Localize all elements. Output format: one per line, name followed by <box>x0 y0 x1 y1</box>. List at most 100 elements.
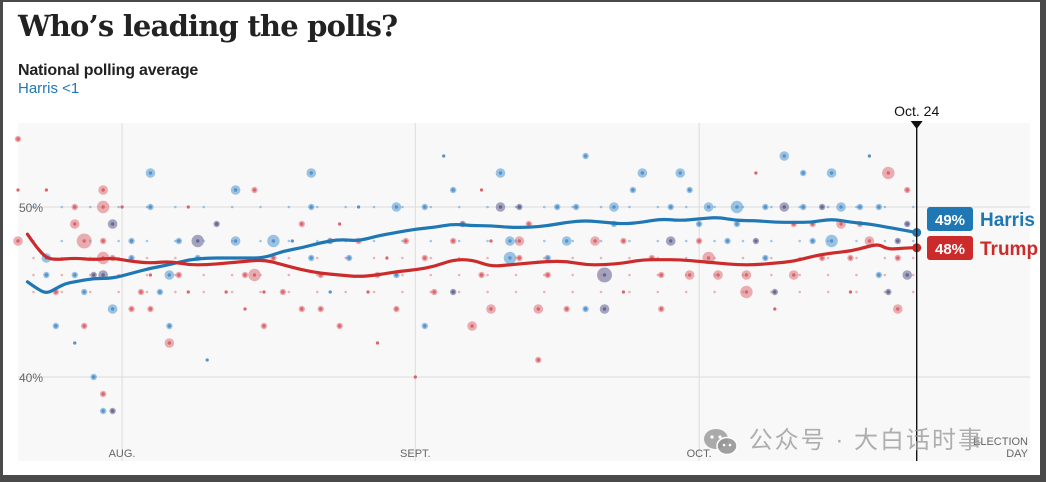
poll-dot-center <box>763 205 768 209</box>
poll-dot <box>599 256 603 260</box>
poll-dot <box>911 290 915 294</box>
poll-dot-center <box>536 307 540 311</box>
x-tick-label: ELECTION <box>973 436 1028 448</box>
poll-dot-center <box>659 273 663 277</box>
poll-dot-center <box>271 256 276 260</box>
poll-dot <box>741 273 745 277</box>
poll-dot-center <box>593 239 597 243</box>
poll-dot <box>230 205 234 209</box>
poll-dot-center <box>706 256 711 260</box>
poll-dot-center <box>309 171 313 175</box>
poll-dot <box>571 239 574 243</box>
poll-dot <box>911 205 915 209</box>
poll-dot <box>145 239 149 243</box>
poll-dot-center <box>44 273 49 277</box>
watermark: 公众号 · 大白话时事 <box>702 420 984 457</box>
poll-dot-center <box>905 188 909 192</box>
poll-dot-center <box>375 341 380 345</box>
poll-dot-center <box>423 256 427 260</box>
poll-dot-center <box>158 290 162 294</box>
current-date-marker: Oct. 24 <box>894 103 939 461</box>
poll-dot-center <box>687 273 692 277</box>
poll-dot-center <box>120 205 124 209</box>
poll-dot <box>202 273 206 277</box>
poll-dot <box>741 205 745 209</box>
poll-dot-center <box>669 205 673 209</box>
poll-dot-center <box>129 307 134 311</box>
poll-dot-center <box>886 171 891 175</box>
poll-dot <box>798 290 802 294</box>
poll-dot <box>855 256 858 260</box>
poll-dot <box>88 273 92 277</box>
poll-dot-center <box>896 256 900 260</box>
poll-dot-center <box>564 307 569 311</box>
poll-dot <box>514 256 518 260</box>
poll-dot-center <box>678 171 682 175</box>
poll-dot-center <box>214 222 219 226</box>
poll-dot <box>230 273 234 277</box>
poll-dot <box>713 290 716 294</box>
poll-dot <box>457 273 461 277</box>
poll-dot-center <box>848 290 853 294</box>
poll-dot-center <box>621 290 626 294</box>
poll-dot-center <box>300 222 304 226</box>
poll-dot <box>145 256 149 260</box>
poll-dot-center <box>110 222 115 226</box>
poll-dot-center <box>233 188 238 192</box>
poll-dot-center <box>290 239 294 243</box>
poll-dot <box>911 256 915 260</box>
poll-dot-center <box>801 171 805 175</box>
poll-dot-center <box>470 324 474 328</box>
poll-dot <box>713 256 716 260</box>
poll-dot <box>855 205 858 209</box>
poll-dot-center <box>366 290 370 294</box>
poll-dot <box>770 239 773 243</box>
poll-dot <box>883 239 887 243</box>
poll-dot-center <box>148 171 153 175</box>
poll-dot-center <box>243 307 247 311</box>
chart-subtitle: National polling average <box>18 62 199 79</box>
poll-dot-center <box>631 188 635 192</box>
poll-dot <box>543 273 546 277</box>
poll-dot-center <box>394 205 399 209</box>
poll-dot <box>259 273 262 277</box>
poll-dot <box>429 290 433 294</box>
poll-dot <box>741 256 745 260</box>
poll-dot-center <box>896 307 900 311</box>
poll-dot-center <box>300 307 304 311</box>
poll-dot <box>855 273 858 277</box>
poll-dot-center <box>91 273 96 277</box>
poll-dot-center <box>148 273 153 277</box>
poll-dot <box>32 256 35 260</box>
poll-dot-center <box>186 205 190 209</box>
poll-dot-center <box>167 341 172 345</box>
poll-dot-center <box>101 392 105 396</box>
poll-dot-center <box>281 290 285 294</box>
poll-dot <box>628 273 631 277</box>
poll-dot-center <box>839 222 843 226</box>
poll-dot <box>145 273 149 277</box>
poll-dot <box>543 290 546 294</box>
poll-dot-center <box>498 205 503 209</box>
poll-dot-center <box>442 154 446 158</box>
poll-dot <box>514 239 518 243</box>
poll-dot <box>571 290 574 294</box>
poll-dot <box>486 205 489 209</box>
poll-dot-center <box>602 273 607 277</box>
poll-dot <box>599 205 603 209</box>
poll-dot-center <box>744 290 749 294</box>
poll-dot-center <box>82 290 86 294</box>
poll-dot-center <box>243 273 247 277</box>
poll-dot-center <box>489 239 493 243</box>
poll-dot <box>883 273 887 277</box>
poll-dot <box>372 290 376 294</box>
poll-dot <box>741 239 745 243</box>
poll-dot <box>628 205 631 209</box>
poll-dot <box>911 239 915 243</box>
poll-dot-center <box>583 154 588 158</box>
poll-dot <box>684 290 688 294</box>
page-title: Who’s leading the polls? <box>18 9 398 43</box>
leader-text: Harris <1 <box>18 80 80 97</box>
poll-dot-center <box>754 171 758 175</box>
